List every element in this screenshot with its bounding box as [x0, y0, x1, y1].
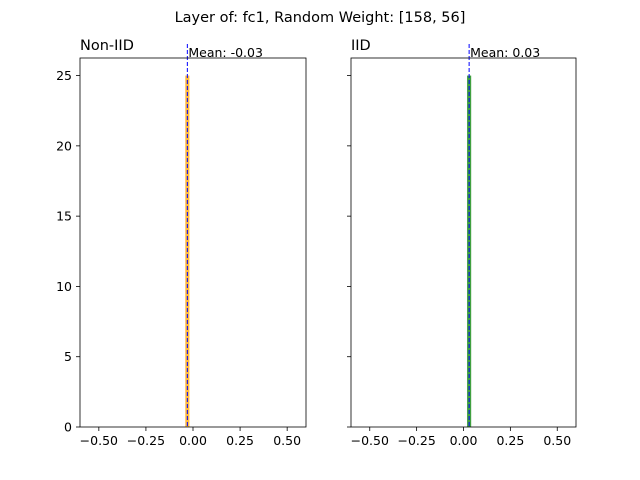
- y-tick-label: 0: [64, 420, 72, 435]
- x-tick-label: −0.25: [127, 433, 165, 448]
- y-tick-label: 10: [56, 279, 72, 294]
- x-tick-label: 0.00: [179, 433, 207, 448]
- mean-label: Mean: -0.03: [188, 45, 263, 60]
- y-tick-label: 25: [56, 68, 72, 83]
- x-tick-label: 0.50: [273, 433, 301, 448]
- y-tick-label: 20: [56, 138, 72, 153]
- x-tick-label: 0.50: [543, 433, 571, 448]
- x-tick-label: 0.00: [450, 433, 478, 448]
- figure-title: Layer of: fc1, Random Weight: [158, 56]: [175, 10, 466, 26]
- subplot-non-iid: Mean: -0.03 Non-IID −0.50 −0.25 0.00 0.25 0.50…: [56, 38, 307, 448]
- x-tick-label: −0.50: [351, 433, 389, 448]
- mean-label: Mean: 0.03: [470, 45, 540, 60]
- x-tick-label: −0.50: [80, 433, 118, 448]
- subplot-panels: Mean: -0.03 Non-IID −0.50 −0.25 0.00 0.25 0.50…: [56, 38, 577, 448]
- x-tick-label: 0.25: [496, 433, 524, 448]
- subplot-title: IID: [351, 38, 371, 54]
- y-tick-label: 15: [56, 209, 72, 224]
- axes-frame: [350, 57, 577, 428]
- x-tick-label: −0.25: [397, 433, 435, 448]
- x-tick-label: 0.25: [226, 433, 254, 448]
- subplot-iid: Mean: 0.03 IID −0.50 −0.25 0.00 0.25 0.50: [347, 38, 577, 448]
- axes-frame: [79, 57, 307, 428]
- y-tick-label: 5: [64, 349, 72, 364]
- subplot-title: Non-IID: [80, 38, 134, 54]
